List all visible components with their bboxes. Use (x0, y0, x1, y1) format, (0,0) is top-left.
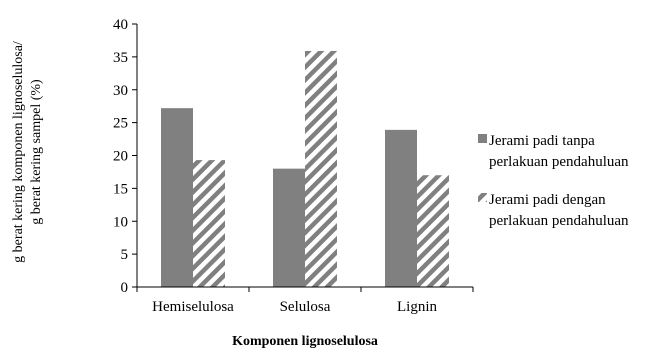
bar-hemiselulosa-series-1 (161, 108, 193, 287)
bars (161, 50, 449, 287)
x-tick-label: Hemiselulosa (152, 299, 234, 315)
bar-selulosa-series-1 (273, 168, 305, 287)
legend-swatch (478, 193, 487, 202)
x-axis-title: Komponen lignoselulosa (232, 334, 378, 349)
y-tick-label: 30 (113, 83, 128, 99)
legend-swatch (478, 134, 487, 143)
legend-label: Jerami padi tanpa (489, 133, 595, 149)
y-tick-label: 20 (113, 149, 128, 165)
axes (136, 24, 474, 292)
bar-selulosa-series-2 (305, 50, 337, 287)
y-tick-label: 10 (113, 214, 128, 230)
legend: Jerami padi tanpa perlakuan pendahuluan Je… (478, 133, 629, 229)
x-tick-label: Lignin (397, 299, 437, 315)
y-axis-title-line-2: g berat kering sampel (%) (29, 79, 44, 225)
x-tick-label: Selulosa (280, 299, 331, 315)
y-axis-ticks: 0 5 10 15 20 25 30 35 40 (113, 17, 137, 296)
y-tick-label: 5 (121, 247, 129, 263)
y-tick-label: 35 (113, 50, 128, 66)
legend-label: perlakuan pendahuluan (489, 154, 629, 170)
bar-lignin-series-1 (385, 129, 417, 287)
y-tick-label: 25 (113, 116, 128, 132)
bar-lignin-series-2 (417, 175, 449, 287)
y-axis-title-line-1: g berat kering komponen lignoselulosa/ (11, 41, 26, 263)
bar-hemiselulosa-series-2 (193, 160, 225, 287)
legend-label: perlakuan pendahuluan (489, 213, 629, 229)
y-tick-label: 40 (113, 17, 128, 33)
y-axis-title: g berat kering komponen lignoselulosa/ g… (11, 41, 44, 263)
y-tick-label: 15 (113, 181, 128, 197)
y-tick-label: 0 (121, 280, 129, 296)
legend-label: Jerami padi dengan (489, 192, 606, 208)
x-axis-labels: Hemiselulosa Selulosa Lignin (152, 299, 437, 315)
